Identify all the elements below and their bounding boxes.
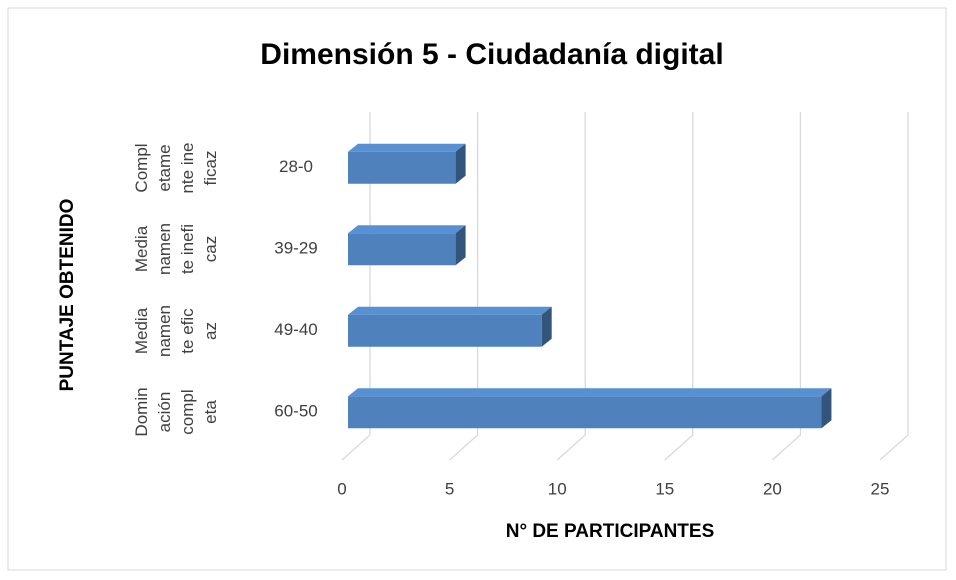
y-tick-label: 49-40: [274, 320, 317, 339]
group-label: Medianamente eficaz: [132, 304, 220, 357]
bar-face: [821, 388, 832, 429]
y-tick-label: 39-29: [274, 239, 317, 258]
bar-face: [348, 151, 456, 184]
x-tick-label: 5: [445, 479, 454, 498]
bar-face: [348, 388, 832, 397]
group-label: Completamente ineficaz: [132, 142, 220, 194]
grid-line: [341, 112, 371, 461]
group-label: Dominación completa: [132, 387, 220, 437]
bar: [348, 225, 466, 266]
bar-face: [348, 225, 466, 234]
bar-face: [455, 143, 466, 184]
grid-line: [664, 112, 694, 461]
x-tick-label: 0: [337, 479, 346, 498]
grid-line: [449, 112, 479, 461]
group-label: Medianamente ineficaz: [132, 223, 220, 276]
y-tick-label: 60-50: [274, 402, 317, 421]
y-tick-label: 28-0: [279, 157, 313, 176]
y-axis-title: PUNTAJE OBTENIDO: [57, 199, 78, 392]
x-tick-label: 15: [655, 479, 674, 498]
x-tick-label: 20: [763, 479, 782, 498]
bar: [348, 388, 832, 429]
grid-line: [771, 112, 802, 461]
x-tick-label: 10: [548, 479, 567, 498]
chart-title: Dimensión 5 - Ciudadanía digital: [260, 38, 723, 71]
grid-line: [556, 112, 586, 461]
bar-face: [455, 225, 466, 266]
x-tick-label: 25: [871, 479, 890, 498]
bar: [348, 143, 466, 184]
bar-face: [348, 396, 822, 429]
bar-face: [348, 143, 466, 152]
bar-face: [348, 314, 542, 347]
bar-face: [348, 233, 456, 266]
x-axis-title: N° DE PARTICIPANTES: [506, 521, 715, 542]
bar-face: [348, 306, 552, 315]
grid-line: [879, 112, 909, 461]
bar-face: [541, 306, 552, 347]
bar: [348, 306, 552, 347]
